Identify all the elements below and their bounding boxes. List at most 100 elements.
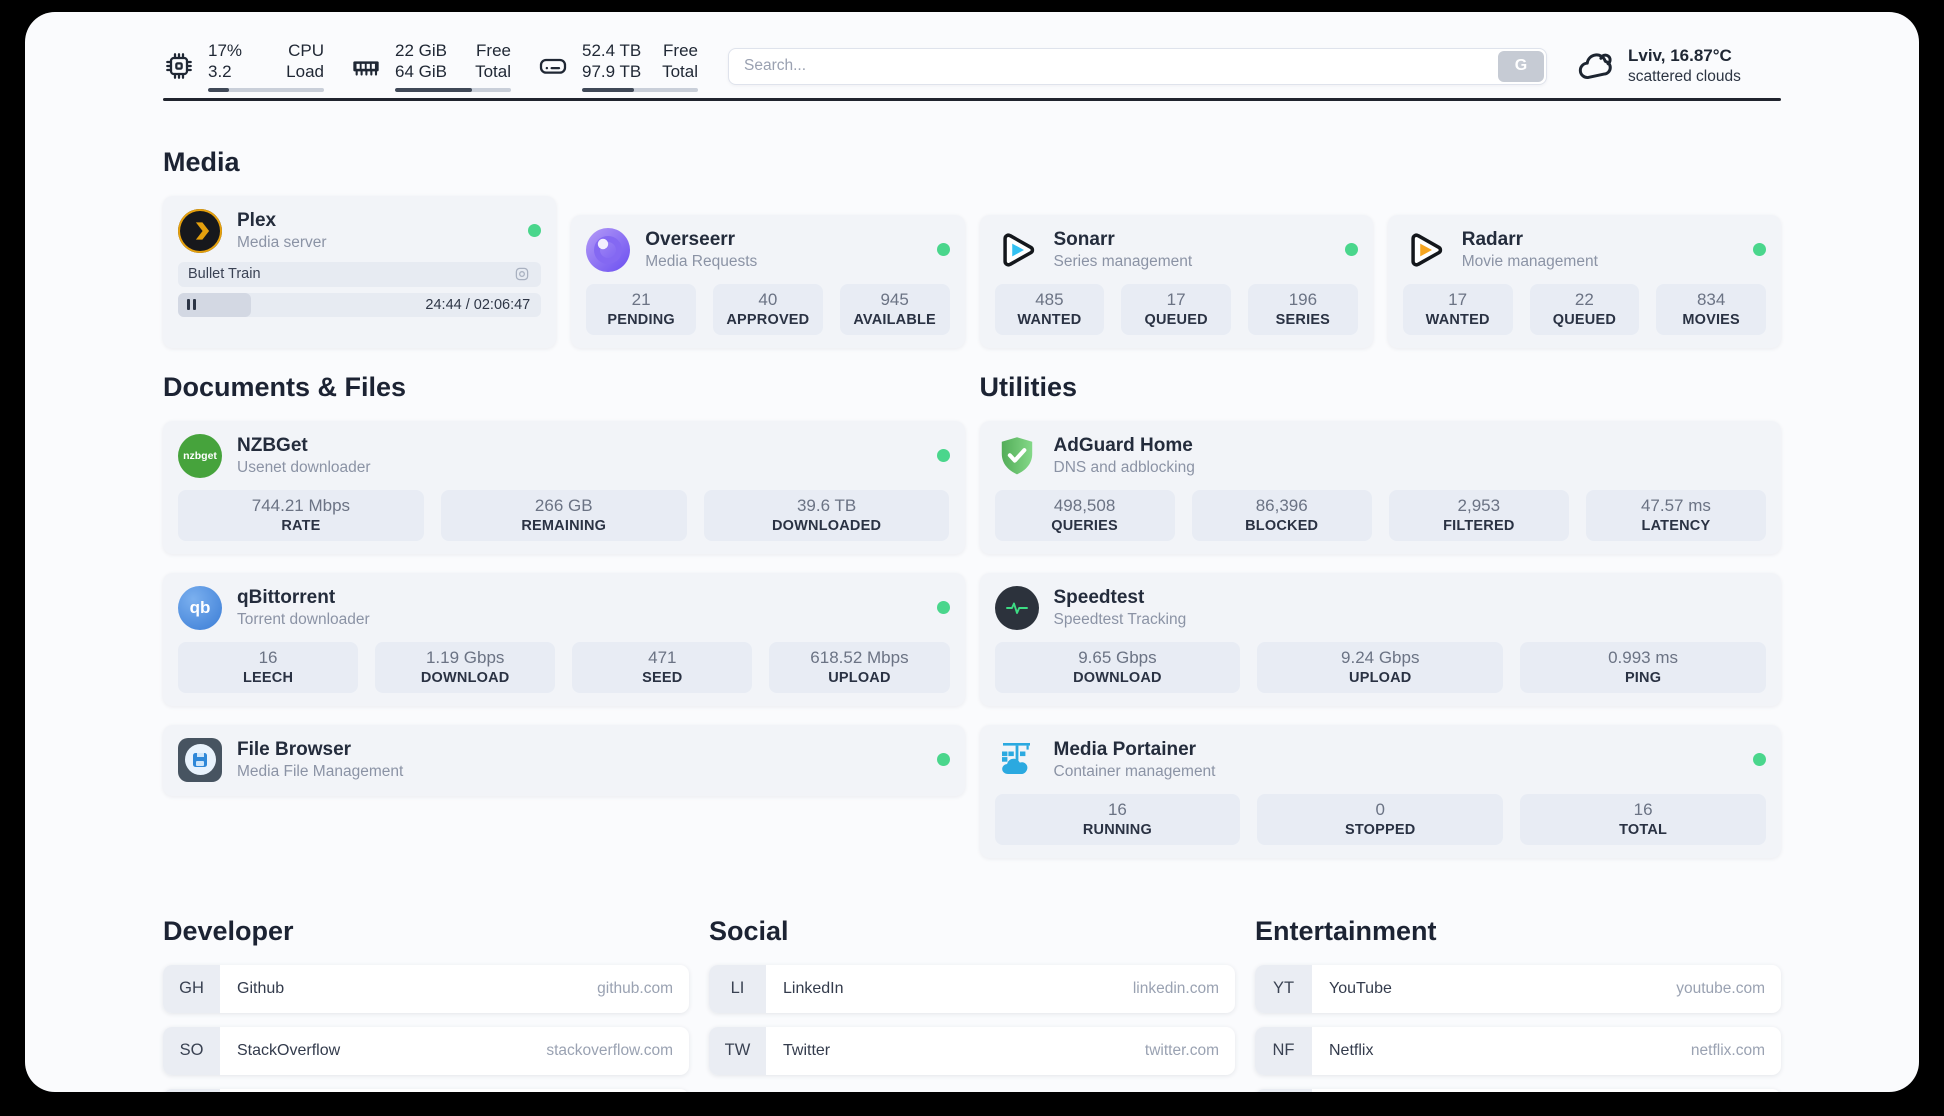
session-icon	[515, 267, 529, 281]
playback-progress-fill	[178, 292, 251, 317]
app-card-adguard[interactable]: AdGuard Home DNS and adblocking 498,508 Q…	[979, 420, 1781, 554]
status-badge	[936, 753, 950, 766]
app-subtitle: Media Requests	[645, 252, 758, 270]
dashboard-page: 17% 3.2 CPU Load	[25, 12, 1919, 1092]
app-title: Speedtest	[1053, 586, 1145, 608]
app-card-overseerr[interactable]: Overseerr Media Requests 21 PENDING 40 APP…	[571, 214, 965, 348]
bookmark-tag: YT	[1255, 964, 1312, 1013]
app-title: File Browser	[237, 738, 352, 760]
app-card-plex[interactable]: Plex Media server Bullet Train 24:44 / 0…	[163, 195, 557, 348]
memory-icon	[353, 61, 379, 76]
bookmark-netflix[interactable]: NF Netflix netflix.com	[1255, 1026, 1781, 1075]
stat-box: 2,953 FILTERED	[1388, 489, 1569, 541]
bookmark-url: netflix.com	[1690, 1041, 1765, 1059]
weather-location-temp: Lviv, 16.87°C	[1628, 45, 1732, 65]
stat-box: 834 MOVIES	[1656, 283, 1766, 335]
app-subtitle: Speedtest Tracking	[1053, 610, 1187, 628]
stat-box: 40 APPROVED	[713, 283, 823, 335]
app-title: AdGuard Home	[1053, 434, 1193, 456]
status-badge	[528, 224, 542, 237]
plex-icon	[178, 208, 222, 253]
bookmark-linkedin[interactable]: LI LinkedIn linkedin.com	[709, 964, 1235, 1013]
app-subtitle: Torrent downloader	[237, 610, 370, 628]
app-subtitle: Media File Management	[237, 762, 404, 780]
status-badge	[1344, 243, 1358, 256]
stat-box: 86,396 BLOCKED	[1191, 489, 1372, 541]
cpu-progress-bar	[208, 87, 324, 92]
disk-labels: Free Total	[662, 41, 698, 82]
search-input[interactable]	[728, 47, 1547, 85]
filebrowser-icon	[178, 737, 222, 782]
bookmark-group-social: Social LI LinkedIn linkedin.com TW Twitt…	[709, 858, 1235, 1089]
bookmark-tag: GH	[163, 964, 220, 1013]
bookmark-stackoverflow[interactable]: SO StackOverflow stackoverflow.com	[163, 1026, 689, 1075]
disk-icon	[539, 58, 567, 74]
bookmark-url: github.com	[597, 979, 673, 997]
app-title: NZBGet	[237, 434, 308, 456]
stat-box: 618.52 Mbps UPLOAD	[769, 641, 950, 693]
app-card-filebrowser[interactable]: File Browser Media File Management	[163, 724, 965, 796]
stat-box: 21 PENDING	[586, 283, 696, 335]
app-card-nzbget[interactable]: nzbget NZBGet Usenet downloader 744.21 M…	[163, 420, 965, 554]
stat-box: 16 TOTAL	[1520, 793, 1766, 845]
bookmark-github[interactable]: GH Github github.com	[163, 964, 689, 1013]
pause-icon[interactable]	[187, 299, 196, 310]
section-title-media: Media	[163, 146, 240, 177]
bookmark-tag: DT	[163, 1088, 220, 1092]
bookmark-tag: RE	[1255, 1088, 1312, 1092]
sonarr-icon	[995, 228, 1039, 272]
speedtest-icon	[994, 585, 1039, 630]
app-title: Radarr	[1461, 228, 1523, 250]
stat-box: 22 QUEUED	[1529, 283, 1640, 335]
stat-box: 945 AVAILABLE	[839, 283, 950, 335]
stat-box: 485 WANTED	[994, 283, 1105, 335]
stat-box: 17 QUEUED	[1121, 283, 1231, 335]
section-title-developer: Developer	[163, 915, 294, 946]
stat-box: 17 WANTED	[1402, 283, 1513, 335]
bookmark-tag: LI	[709, 964, 766, 1013]
search-bar: G	[728, 47, 1547, 85]
weather-widget: Lviv, 16.87°C scattered clouds	[1575, 45, 1781, 87]
section-title-utilities: Utilities	[979, 371, 1078, 402]
radarr-icon	[1403, 228, 1447, 272]
app-subtitle: DNS and adblocking	[1053, 458, 1195, 476]
app-card-radarr[interactable]: Radarr Movie management 17 WANTED 22 QUEUE…	[1387, 214, 1781, 348]
playback-time: 24:44 / 02:06:47	[425, 296, 531, 313]
memory-progress-bar	[395, 87, 511, 92]
bookmark-name: Netflix	[1329, 1041, 1374, 1059]
app-subtitle: Usenet downloader	[237, 458, 371, 476]
status-badge	[1753, 753, 1766, 766]
system-metrics: 17% 3.2 CPU Load	[163, 40, 698, 92]
memory-values: 22 GiB 64 GiB	[395, 41, 447, 82]
app-card-speedtest[interactable]: Speedtest Speedtest Tracking 9.65 Gbps DO…	[979, 572, 1781, 706]
bookmark-reddit[interactable]: RE Reddit reddit.com	[1255, 1088, 1781, 1092]
bookmark-url: stackoverflow.com	[546, 1041, 673, 1059]
bookmark-twitter[interactable]: TW Twitter twitter.com	[709, 1026, 1235, 1075]
memory-labels: Free Total	[475, 41, 511, 82]
bookmark-url: linkedin.com	[1132, 979, 1219, 997]
app-card-sonarr[interactable]: Sonarr Series management 485 WANTED 17 QUE…	[979, 214, 1373, 348]
app-title: Plex	[237, 209, 277, 231]
app-title: Media Portainer	[1053, 738, 1197, 760]
status-badge	[936, 243, 950, 256]
stat-box: 0.993 ms PING	[1520, 641, 1766, 693]
bookmark-youtube[interactable]: YT YouTube youtube.com	[1255, 964, 1781, 1013]
cpu-progress-fill	[208, 87, 229, 92]
app-card-qbittorrent[interactable]: qb qBittorrent Torrent downloader 16 LEEC…	[163, 572, 965, 706]
search-provider-button[interactable]: G	[1498, 50, 1544, 82]
now-playing-title: Bullet Train	[188, 266, 261, 282]
bookmark-dev[interactable]: DT DEV dev.to	[163, 1088, 689, 1092]
media-grid: Plex Media server Bullet Train 24:44 / 0…	[163, 195, 1781, 348]
overseerr-icon	[586, 227, 631, 272]
stat-box: 266 GB REMAINING	[440, 489, 687, 541]
cpu-widget: 17% 3.2 CPU Load	[163, 40, 324, 92]
disk-progress-bar	[582, 87, 698, 92]
stat-box: 16 LEECH	[178, 641, 359, 693]
bookmark-name: LinkedIn	[783, 979, 844, 997]
app-title: Overseerr	[645, 228, 736, 250]
app-card-portainer[interactable]: Media Portainer Container management 16 R…	[979, 724, 1781, 858]
bookmark-name: Twitter	[783, 1041, 831, 1059]
section-title-social: Social	[709, 915, 789, 946]
stat-box: 744.21 Mbps RATE	[178, 489, 424, 541]
stat-box: 47.57 ms LATENCY	[1585, 489, 1766, 541]
